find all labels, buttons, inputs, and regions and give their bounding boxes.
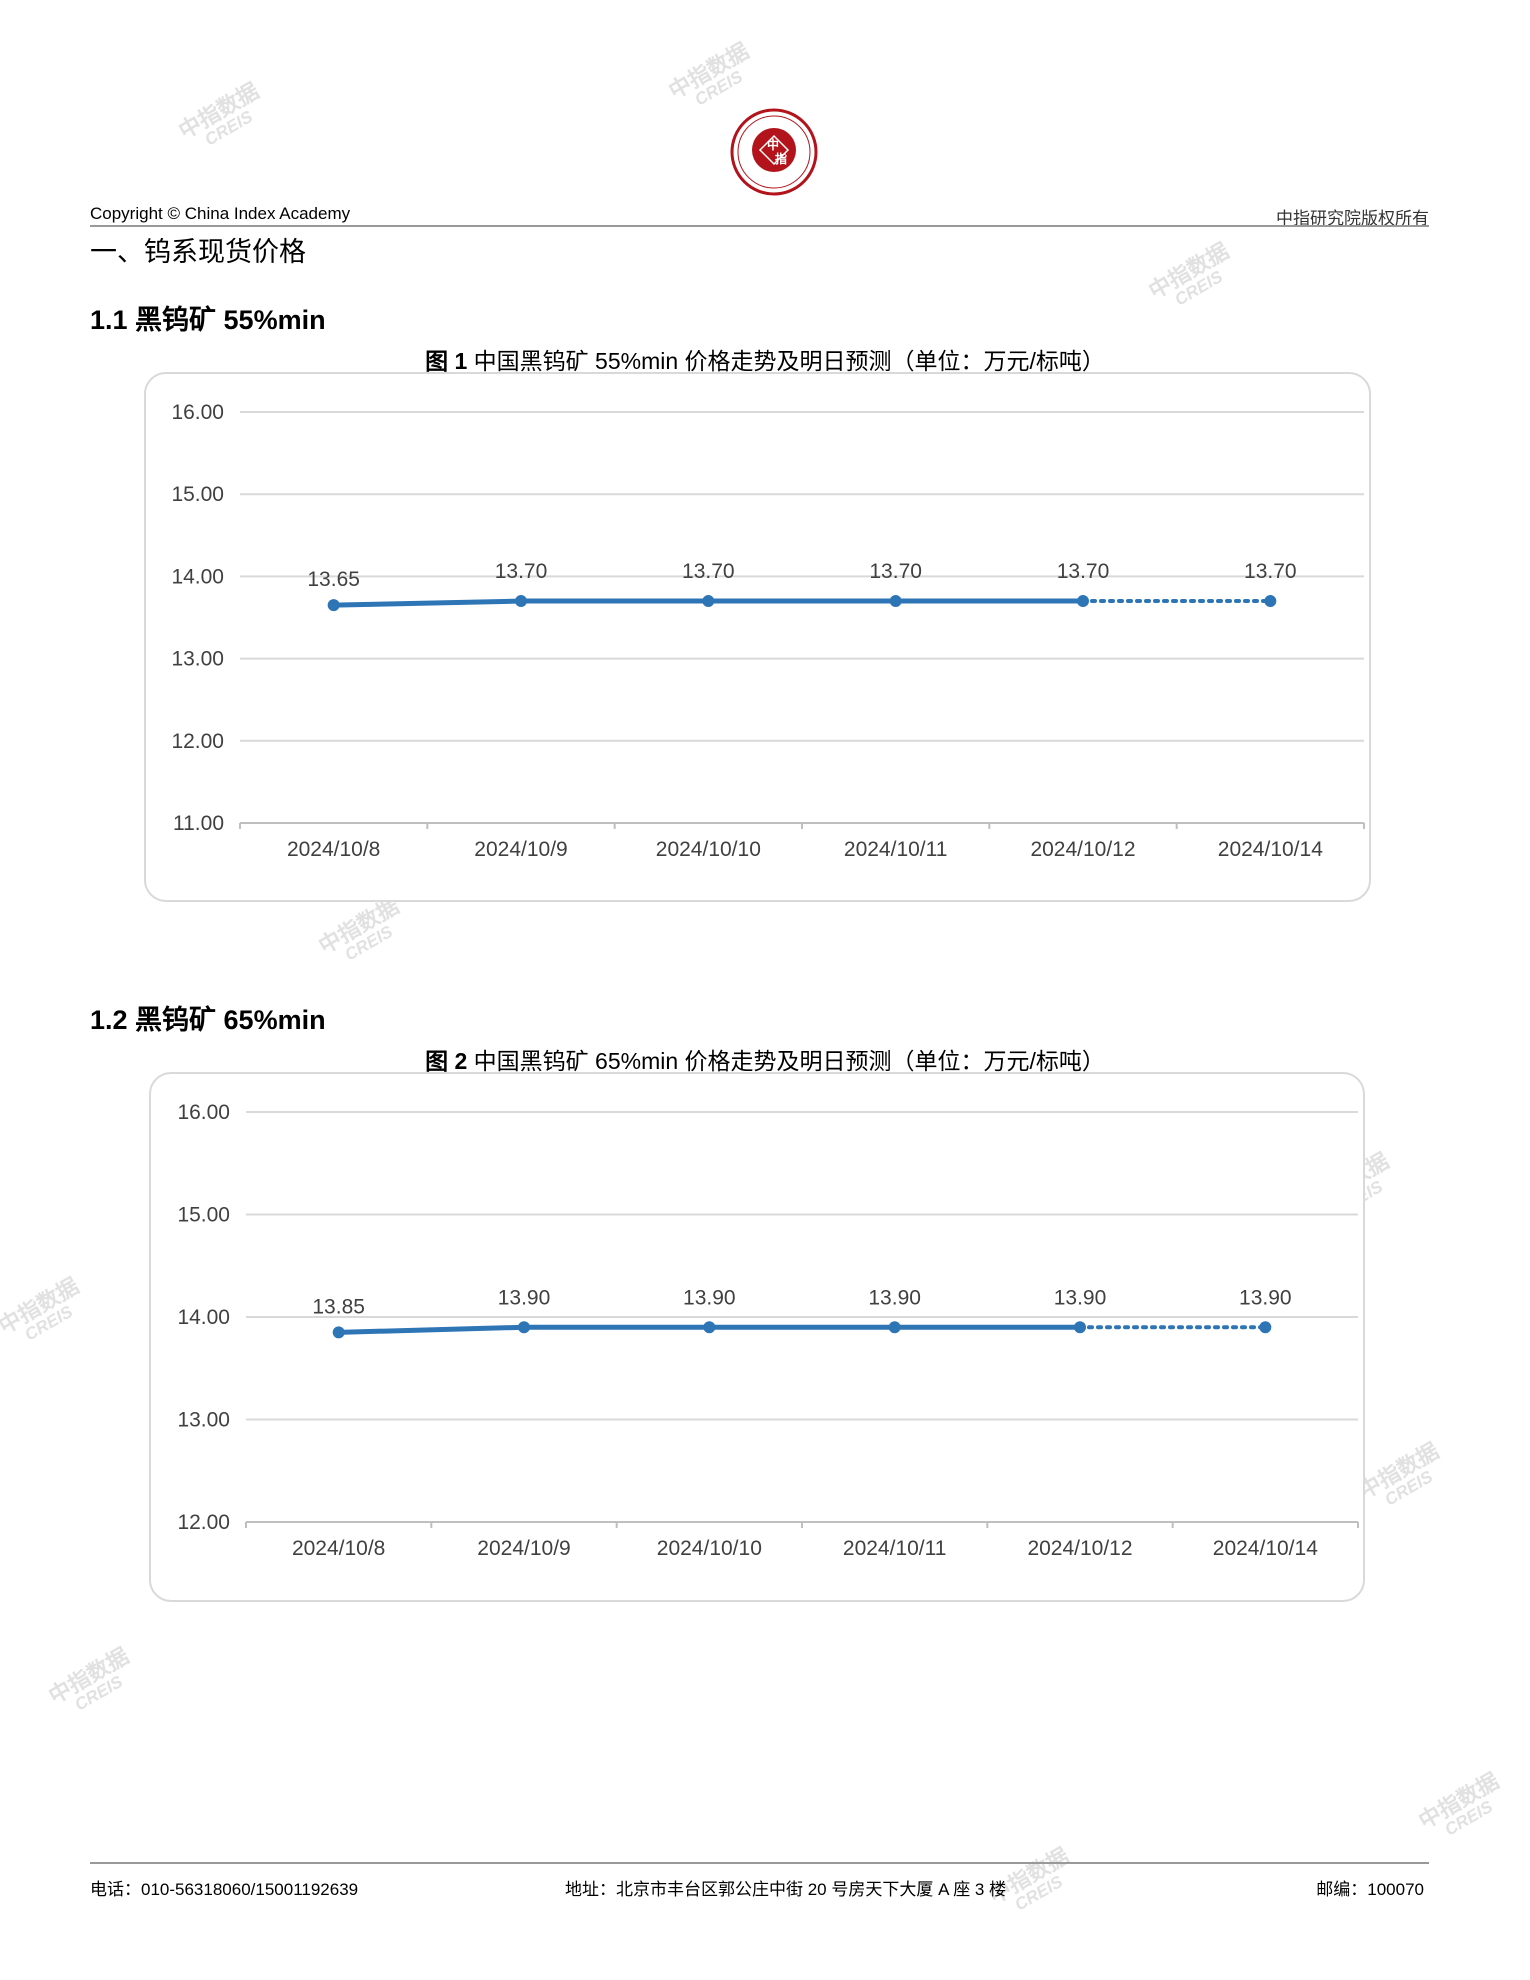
data-label: 13.70 (682, 560, 735, 583)
x-tick-label: 2024/10/11 (844, 838, 948, 861)
y-tick-label: 14.00 (177, 1306, 230, 1329)
data-label: 13.65 (307, 568, 360, 591)
y-tick-label: 16.00 (177, 1101, 230, 1124)
section-heading-2: 1.2 黑钨矿 65%min (90, 1005, 326, 1035)
chart-1-frame: 16.00 15.00 14.00 13.00 12.00 11.00 2024/10/8 2… (144, 372, 1371, 902)
chart-title-text: 中国黑钨矿 65%min 价格走势及明日预测（单位：万元/标吨） (473, 1048, 1105, 1074)
x-tick-label: 2024/10/11 (843, 1537, 947, 1560)
y-tick-label: 12.00 (177, 1511, 230, 1534)
chart-title-1: 图 1 中国黑钨矿 55%min 价格走势及明日预测（单位：万元/标吨） (0, 342, 1530, 376)
x-tick-label: 2024/10/10 (657, 1537, 762, 1560)
x-tick-label: 2024/10/12 (1030, 838, 1135, 861)
section-title: 一、钨系现货价格 (90, 237, 306, 268)
y-tick-label: 11.00 (173, 812, 224, 835)
x-tick-label: 2024/10/9 (477, 1537, 570, 1560)
y-tick-label: 15.00 (171, 483, 224, 506)
svg-text:指: 指 (775, 151, 787, 166)
x-tick-label: 2024/10/8 (292, 1537, 385, 1560)
y-tick-label: 13.00 (171, 648, 224, 671)
data-label: 13.70 (869, 560, 922, 583)
x-tick-label: 2024/10/10 (656, 838, 761, 861)
footer-address: 地址：北京市丰台区郭公庄中街 20 号房天下大厦 A 座 3 楼 (565, 1880, 1007, 1899)
y-tick-label: 15.00 (177, 1204, 230, 1227)
chart-title-text: 中国黑钨矿 55%min 价格走势及明日预测（单位：万元/标吨） (473, 348, 1105, 374)
x-tick-label: 2024/10/14 (1218, 838, 1323, 861)
data-label: 13.90 (1054, 1286, 1107, 1309)
chart-number: 图 1 (425, 348, 468, 374)
data-label: 13.70 (1057, 560, 1110, 583)
footer-postcode: 邮编：100070 (1316, 1880, 1424, 1899)
chart-2: 16.00 15.00 14.00 13.00 12.00 2024/10/8 2024/1… (177, 1101, 1359, 1560)
section-heading-1: 1.1 黑钨矿 55%min (90, 305, 326, 335)
data-label: 13.85 (312, 1295, 365, 1318)
data-point (332, 1326, 345, 1339)
footer-divider (90, 1862, 1429, 1864)
y-tick-label: 16.00 (171, 401, 224, 424)
x-tick-label: 2024/10/8 (287, 838, 380, 861)
header-divider (90, 225, 1429, 227)
data-label: 13.70 (495, 560, 548, 583)
data-point (1077, 595, 1089, 608)
y-tick-label: 12.00 (171, 730, 224, 753)
data-point (1074, 1321, 1086, 1334)
footer-phone: 电话：010-56318060/15001192639 (90, 1880, 359, 1899)
china-index-academy-logo: 中 指 (730, 108, 818, 196)
data-point (888, 1321, 901, 1334)
x-tick-label: 2024/10/9 (474, 838, 567, 861)
x-tick-label: 2024/10/12 (1027, 1537, 1132, 1560)
data-point (1264, 595, 1277, 608)
data-label: 13.90 (683, 1286, 736, 1309)
data-point (703, 1321, 716, 1334)
chart-number: 图 2 (425, 1048, 468, 1074)
data-label: 13.90 (1239, 1286, 1292, 1309)
svg-text:中: 中 (767, 137, 779, 152)
data-point (515, 595, 527, 608)
data-point (327, 599, 340, 612)
chart-title-2: 图 2 中国黑钨矿 65%min 价格走势及明日预测（单位：万元/标吨） (0, 1042, 1530, 1076)
y-tick-label: 14.00 (171, 565, 224, 588)
data-point (889, 595, 902, 608)
data-label: 13.70 (1244, 560, 1297, 583)
y-tick-label: 13.00 (177, 1409, 230, 1432)
data-point (1259, 1321, 1272, 1334)
rights-text: 中指研究院版权所有 (1276, 209, 1429, 229)
x-tick-label: 2024/10/14 (1213, 1537, 1318, 1560)
data-point (702, 595, 715, 608)
chart-1: 16.00 15.00 14.00 13.00 12.00 11.00 2024/10/8 2… (171, 401, 1365, 861)
chart-2-frame: 16.00 15.00 14.00 13.00 12.00 2024/10/8 2024/1… (149, 1072, 1365, 1602)
data-label: 13.90 (868, 1286, 921, 1309)
data-label: 13.90 (498, 1286, 551, 1309)
data-point (518, 1321, 530, 1334)
copyright-text: Copyright © China Index Academy (90, 204, 351, 223)
